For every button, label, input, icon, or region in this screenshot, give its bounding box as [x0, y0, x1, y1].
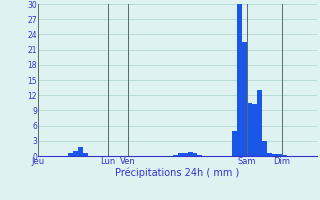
Bar [242, 42, 247, 156]
Bar [252, 104, 257, 156]
Bar [232, 131, 237, 156]
Bar [178, 153, 183, 156]
Bar [183, 153, 188, 156]
Bar [73, 151, 78, 156]
Bar [172, 155, 178, 156]
Bar [197, 155, 203, 156]
Bar [193, 153, 197, 156]
Bar [247, 103, 252, 156]
Bar [282, 155, 287, 156]
Bar [83, 153, 88, 156]
Bar [237, 1, 242, 156]
Bar [262, 141, 267, 156]
Bar [257, 90, 262, 156]
X-axis label: Précipitations 24h ( mm ): Précipitations 24h ( mm ) [116, 168, 240, 178]
Bar [78, 147, 83, 156]
Bar [188, 152, 193, 156]
Bar [272, 154, 277, 156]
Bar [277, 154, 282, 156]
Bar [267, 153, 272, 156]
Bar [68, 153, 73, 156]
